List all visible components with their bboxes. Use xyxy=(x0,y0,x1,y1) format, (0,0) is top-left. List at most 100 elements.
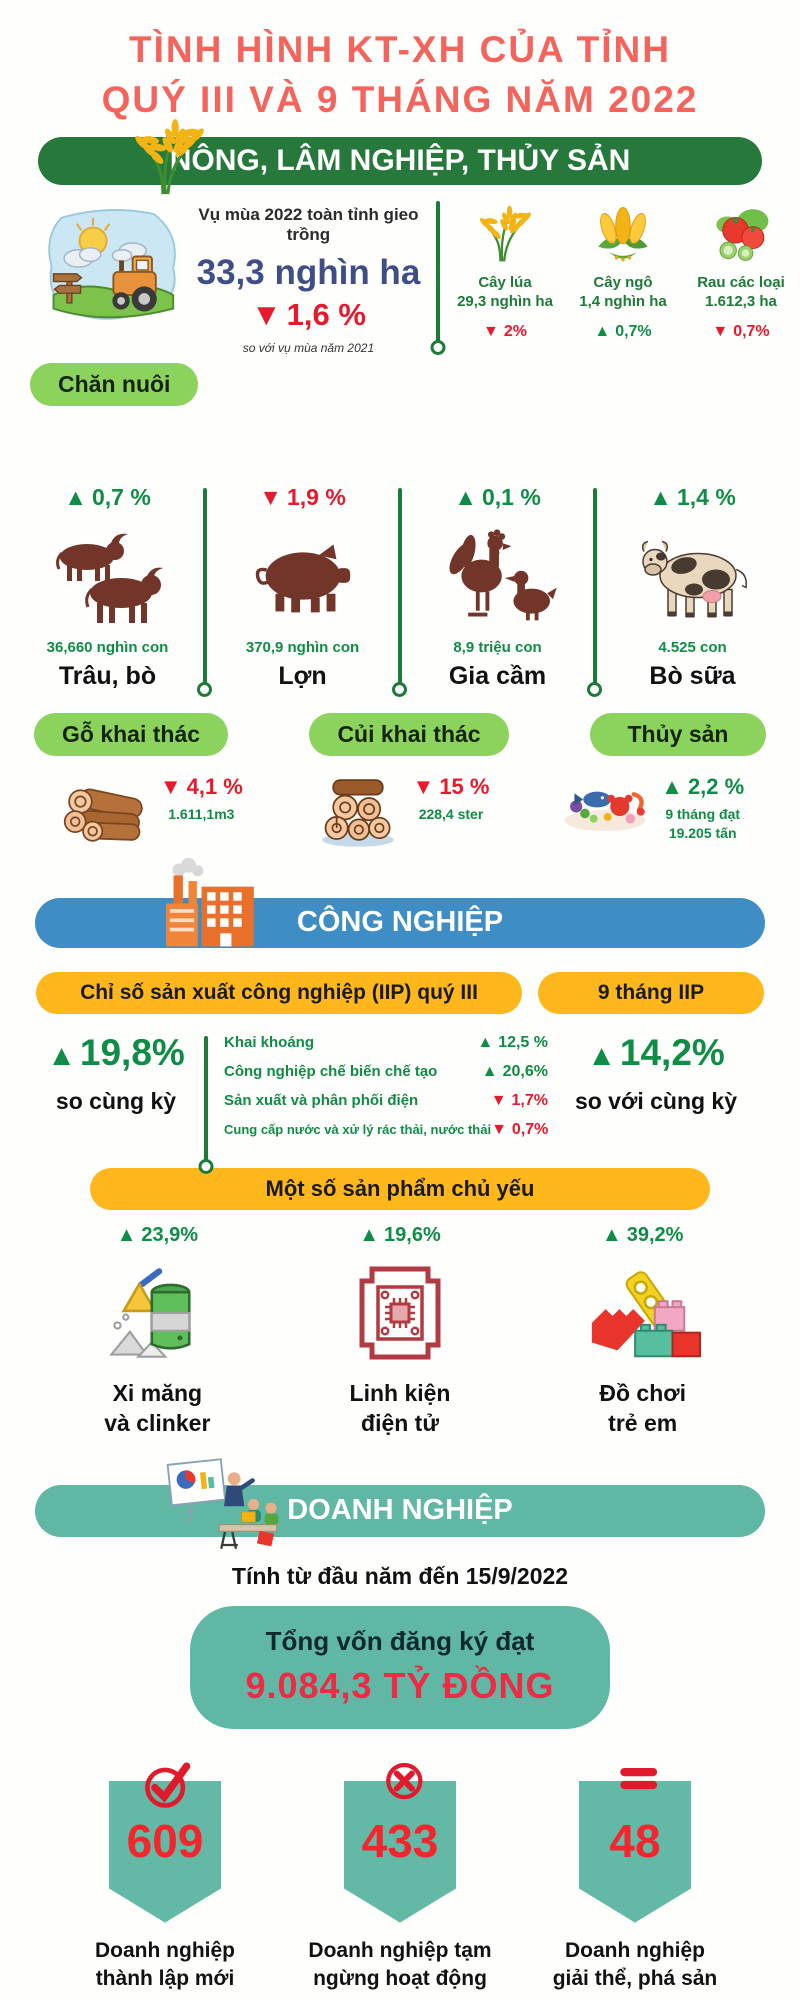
livestock-name: Lợn xyxy=(278,661,327,690)
firewood-amount: 228,4 ster xyxy=(418,805,484,822)
product-name: Linh kiện điện tử xyxy=(349,1379,451,1436)
rice-icon xyxy=(479,205,531,262)
arrow-down-icon: ▼ xyxy=(250,296,282,332)
arrow-up-icon: ▲ xyxy=(587,1039,616,1072)
products-banner: Một số sản phẩm chủ yếu xyxy=(90,1167,710,1210)
livestock-count: 370,9 nghìn con xyxy=(245,638,360,656)
firewood-icon xyxy=(321,779,394,847)
check-circle-icon xyxy=(145,1762,191,1808)
arrow-up-icon: ▲ xyxy=(661,773,683,799)
poultry-icon xyxy=(448,529,557,621)
arrow-up-icon: ▲ xyxy=(481,1062,498,1080)
crop-name: Rau các loại 1.612,3 ha xyxy=(697,273,785,310)
products-row: ▲ 23,9% Xi măng và clinker ▲ 19,6% xyxy=(0,1224,800,1439)
iip-9m-note: so với cùng kỳ xyxy=(574,1087,738,1114)
arrow-up-icon: ▲ xyxy=(649,483,672,510)
section-banner-business: DOANH NGHIỆP xyxy=(35,1457,765,1549)
ribbon: 433 xyxy=(344,1780,456,1923)
business-banner-label: DOANH NGHIỆP xyxy=(287,1494,513,1527)
arrow-up-icon: ▲ xyxy=(64,483,87,510)
livestock-item-pig: ▼ 1,9 % 370,9 nghìn con Lợn xyxy=(197,483,400,697)
livestock-badge: Chăn nuôi xyxy=(30,362,199,406)
livestock-icon-wrap xyxy=(595,521,790,633)
livestock-name: Bò sữa xyxy=(649,661,736,690)
iip-row: ▲ 19,8% so cùng kỳ Khai khoáng ▲ 12,5 % Cô… xyxy=(0,1032,800,1162)
product-cement: ▲ 23,9% Xi măng và clinker xyxy=(36,1224,279,1439)
arrow-down-icon: ▼ xyxy=(159,773,182,799)
product-icon-wrap xyxy=(279,1257,522,1369)
agriculture-banner-label: NÔNG, LÂM NGHIỆP, THỦY SẢN xyxy=(169,143,631,177)
crop-vegetables: Rau các loại 1.612,3 ha ▼ 0,7% xyxy=(682,201,800,342)
iip-q3-value-block: ▲ 19,8% so cùng kỳ xyxy=(36,1032,196,1115)
ribbon: 48 xyxy=(579,1780,691,1923)
crop-change: ▲ 0,7% xyxy=(594,323,652,341)
product-change: ▲ 19,6% xyxy=(359,1223,441,1246)
arrow-down-icon: ▼ xyxy=(412,773,435,799)
section-banner-industry: CÔNG NGHIỆP xyxy=(35,857,765,948)
stat-dissolved-businesses: 48 Doanh nghiệp giải thể, phá sản xyxy=(523,1767,748,1994)
arrow-up-icon: ▲ xyxy=(116,1223,137,1246)
crop-name: Cây lúa 29,3 nghìn ha xyxy=(457,273,553,310)
product-name: Đồ chơi trẻ em xyxy=(599,1379,686,1436)
livestock-icon-wrap xyxy=(400,521,595,633)
pause-icon xyxy=(620,1767,658,1789)
cement-icon xyxy=(109,1268,191,1358)
iip-q3-pill: Chỉ số sản xuất công nghiệp (IIP) quý II… xyxy=(36,971,522,1014)
crop-rice: Cây lúa 29,3 nghìn ha ▼ 2% xyxy=(446,201,564,342)
arrow-down-icon: ▼ xyxy=(483,323,499,341)
fishery-stats: ▲ 2,2 % 9 tháng đạt 19.205 tấn xyxy=(525,770,776,850)
page-title: TÌNH HÌNH KT-XH CỦA TỈNH QUÝ III VÀ 9 TH… xyxy=(0,0,800,123)
sowing-caption: Vụ mùa 2022 toàn tỉnh gieo trồng xyxy=(198,204,419,244)
arrow-down-icon: ▼ xyxy=(259,483,282,510)
wood-badge: Gỗ khai thác xyxy=(34,712,229,756)
arrow-down-icon: ▼ xyxy=(490,1091,507,1109)
livestock-icon-wrap xyxy=(205,521,400,633)
meeting-illustration xyxy=(166,1457,279,1549)
ribbon-wrap: 433 xyxy=(344,1762,456,1923)
stat-suspended-businesses: 433 Doanh nghiệp tạm ngừng hoạt động xyxy=(288,1762,513,1994)
iip-9m-value-block: ▲ 14,2% so với cùng kỳ xyxy=(548,1032,764,1115)
wheat-icon xyxy=(135,118,204,195)
section-banner-agriculture: NÔNG, LÂM NGHIỆP, THỦY SẢN xyxy=(38,118,762,195)
wood-values: ▼ 4,1 % 1.611,1m3 xyxy=(160,770,243,824)
forestry-row: ▼ 4,1 % 1.611,1m3 ▼ 15 % 228,4 ster xyxy=(0,770,800,850)
wood-stats: ▼ 4,1 % 1.611,1m3 xyxy=(24,770,275,850)
fishery-amount: 9 tháng đạt 19.205 tấn xyxy=(665,805,741,841)
livestock-row: ▲ 0,7 % xyxy=(0,483,800,697)
livestock-count: 8,9 triệu con xyxy=(453,638,542,656)
crops-row: Cây lúa 29,3 nghìn ha ▼ 2% Cây ngô 1,4 nghì… xyxy=(446,201,800,342)
iip-9m-value: ▲ 14,2% xyxy=(587,1031,725,1073)
iip-breakdown-item: Cung cấp nước và xử lý rác thải, nước th… xyxy=(224,1120,549,1138)
ribbon-wrap: 609 xyxy=(109,1762,221,1923)
pig-icon xyxy=(255,544,350,613)
firewood-change: ▼ 15 % xyxy=(412,773,490,799)
stat-value: 48 xyxy=(609,1814,661,1867)
ribbon: 609 xyxy=(109,1780,221,1923)
arrow-up-icon: ▲ xyxy=(601,1223,622,1246)
iip-breakdown-item: Sản xuất và phân phối điện ▼ 1,7% xyxy=(224,1091,548,1110)
livestock-change: ▲ 0,1 % xyxy=(454,483,541,510)
firewood-badge: Củi khai thác xyxy=(309,712,509,756)
capital-caption: Tổng vốn đăng ký đạt xyxy=(265,1625,535,1656)
sowing-row: Vụ mùa 2022 toàn tỉnh gieo trồng 33,3 ng… xyxy=(40,197,800,355)
wood-change: ▼ 4,1 % xyxy=(159,773,243,799)
fishery-badge: Thủy sản xyxy=(589,712,766,756)
crop-change: ▼ 2% xyxy=(483,323,527,341)
sowing-change-value: 1,6 % xyxy=(286,296,366,332)
livestock-change: ▼ 1,9 % xyxy=(259,483,346,510)
livestock-count: 36,660 nghìn con xyxy=(46,638,169,656)
livestock-change: ▲ 0,7 % xyxy=(64,483,151,510)
livestock-name: Trâu, bò xyxy=(58,661,157,690)
vegetables-icon xyxy=(716,209,769,261)
livestock-count: 4.525 con xyxy=(658,638,727,656)
business-stats-row: 609 Doanh nghiệp thành lập mới 433 Doanh… xyxy=(0,1762,800,1994)
arrow-up-icon: ▲ xyxy=(594,323,611,341)
wood-amount: 1.611,1m3 xyxy=(168,805,235,822)
arrow-down-icon: ▼ xyxy=(712,323,729,341)
fishery-values: ▲ 2,2 % 9 tháng đạt 19.205 tấn xyxy=(661,770,744,843)
business-period: Tính từ đầu năm đến 15/9/2022 xyxy=(231,1562,569,1589)
arrow-up-icon: ▲ xyxy=(454,483,477,510)
product-name: Xi măng và clinker xyxy=(104,1379,211,1436)
iip-q3-note: so cùng kỳ xyxy=(55,1087,177,1114)
